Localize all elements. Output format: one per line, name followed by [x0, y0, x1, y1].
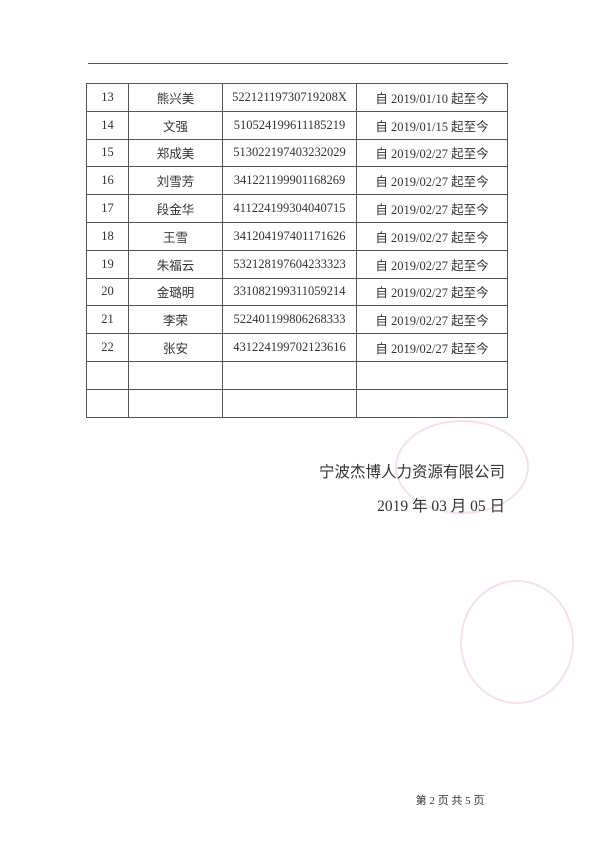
table-row: 13 熊兴美 52212119730719208X 自 2019/01/10 起至今 — [86, 83, 508, 112]
row-number: 19 — [86, 249, 129, 279]
id-number: 522401199806268333 — [222, 305, 357, 335]
table-row: 19 朱福云 532128197604233323 自 2019/02/27 起至今 — [86, 249, 508, 279]
table-row: 21 李荣 522401199806268333 自 2019/02/27 起至今 — [86, 305, 508, 335]
table-row: 16 刘雪芳 341221199901168269 自 2019/02/27 起至今 — [86, 166, 508, 196]
employee-name — [128, 360, 223, 390]
employment-period: 自 2019/01/10 起至今 — [356, 83, 508, 112]
header-rule — [88, 63, 508, 64]
table-row: 14 文强 510524199611185219 自 2019/01/15 起至今 — [86, 110, 508, 140]
page-number: 第 2 页 共 5 页 — [415, 795, 485, 807]
table-row: 20 金璐明 331082199311059214 自 2019/02/27 起至今 — [86, 277, 508, 307]
employee-name: 刘雪芳 — [128, 166, 223, 196]
employee-name: 文强 — [128, 110, 223, 140]
table-row: 22 张安 431224199702123616 自 2019/02/27 起至今 — [86, 333, 508, 362]
employee-name: 朱福云 — [128, 249, 223, 279]
table-row — [86, 388, 508, 418]
row-number: 16 — [86, 166, 129, 196]
row-number — [86, 388, 129, 418]
employee-name: 段金华 — [128, 194, 223, 223]
table-row: 17 段金华 411224199304040715 自 2019/02/27 起至今 — [86, 194, 508, 223]
table-row: 18 王雪 341204197401171626 自 2019/02/27 起至今 — [86, 221, 508, 251]
employment-period: 自 2019/02/27 起至今 — [356, 138, 508, 168]
employee-name — [128, 388, 223, 418]
employee-name: 熊兴美 — [128, 83, 223, 112]
employment-period — [356, 360, 508, 390]
id-number — [222, 360, 357, 390]
row-number: 14 — [86, 110, 129, 140]
row-number: 20 — [86, 277, 129, 307]
table-row — [86, 360, 508, 390]
employment-period: 自 2019/02/27 起至今 — [356, 277, 508, 307]
row-number: 15 — [86, 138, 129, 168]
employment-period: 自 2019/02/27 起至今 — [356, 221, 508, 251]
row-number: 13 — [86, 83, 129, 112]
signature-date: 2019 年 03 月 05 日 — [377, 498, 505, 515]
employment-period: 自 2019/02/27 起至今 — [356, 333, 508, 362]
table-row: 15 郑成美 513022197403232029 自 2019/02/27 起至今 — [86, 138, 508, 168]
id-number: 411224199304040715 — [222, 194, 357, 223]
row-number — [86, 360, 129, 390]
row-number: 17 — [86, 194, 129, 223]
id-number: 341221199901168269 — [222, 166, 357, 196]
company-seal — [395, 420, 529, 514]
id-number: 510524199611185219 — [222, 110, 357, 140]
employment-period — [356, 388, 508, 418]
row-number: 21 — [86, 305, 129, 335]
id-number: 331082199311059214 — [222, 277, 357, 307]
employee-name: 李荣 — [128, 305, 223, 335]
id-number: 341204197401171626 — [222, 221, 357, 251]
employee-name: 王雪 — [128, 221, 223, 251]
employee-table: 13 熊兴美 52212119730719208X 自 2019/01/10 起至今 1… — [86, 83, 508, 418]
employee-name: 郑成美 — [128, 138, 223, 168]
employment-period: 自 2019/02/27 起至今 — [356, 166, 508, 196]
employment-period: 自 2019/02/27 起至今 — [356, 305, 508, 335]
employee-name: 张安 — [128, 333, 223, 362]
employee-name: 金璐明 — [128, 277, 223, 307]
id-number: 52212119730719208X — [222, 83, 357, 112]
employment-period: 自 2019/01/15 起至今 — [356, 110, 508, 140]
employment-period: 自 2019/02/27 起至今 — [356, 194, 508, 223]
id-number: 431224199702123616 — [222, 333, 357, 362]
id-number: 532128197604233323 — [222, 249, 357, 279]
id-number — [222, 388, 357, 418]
row-number: 22 — [86, 333, 129, 362]
id-number: 513022197403232029 — [222, 138, 357, 168]
seam-seal — [460, 580, 574, 704]
row-number: 18 — [86, 221, 129, 251]
employment-period: 自 2019/02/27 起至今 — [356, 249, 508, 279]
company-name: 宁波杰博人力资源有限公司 — [318, 464, 505, 481]
